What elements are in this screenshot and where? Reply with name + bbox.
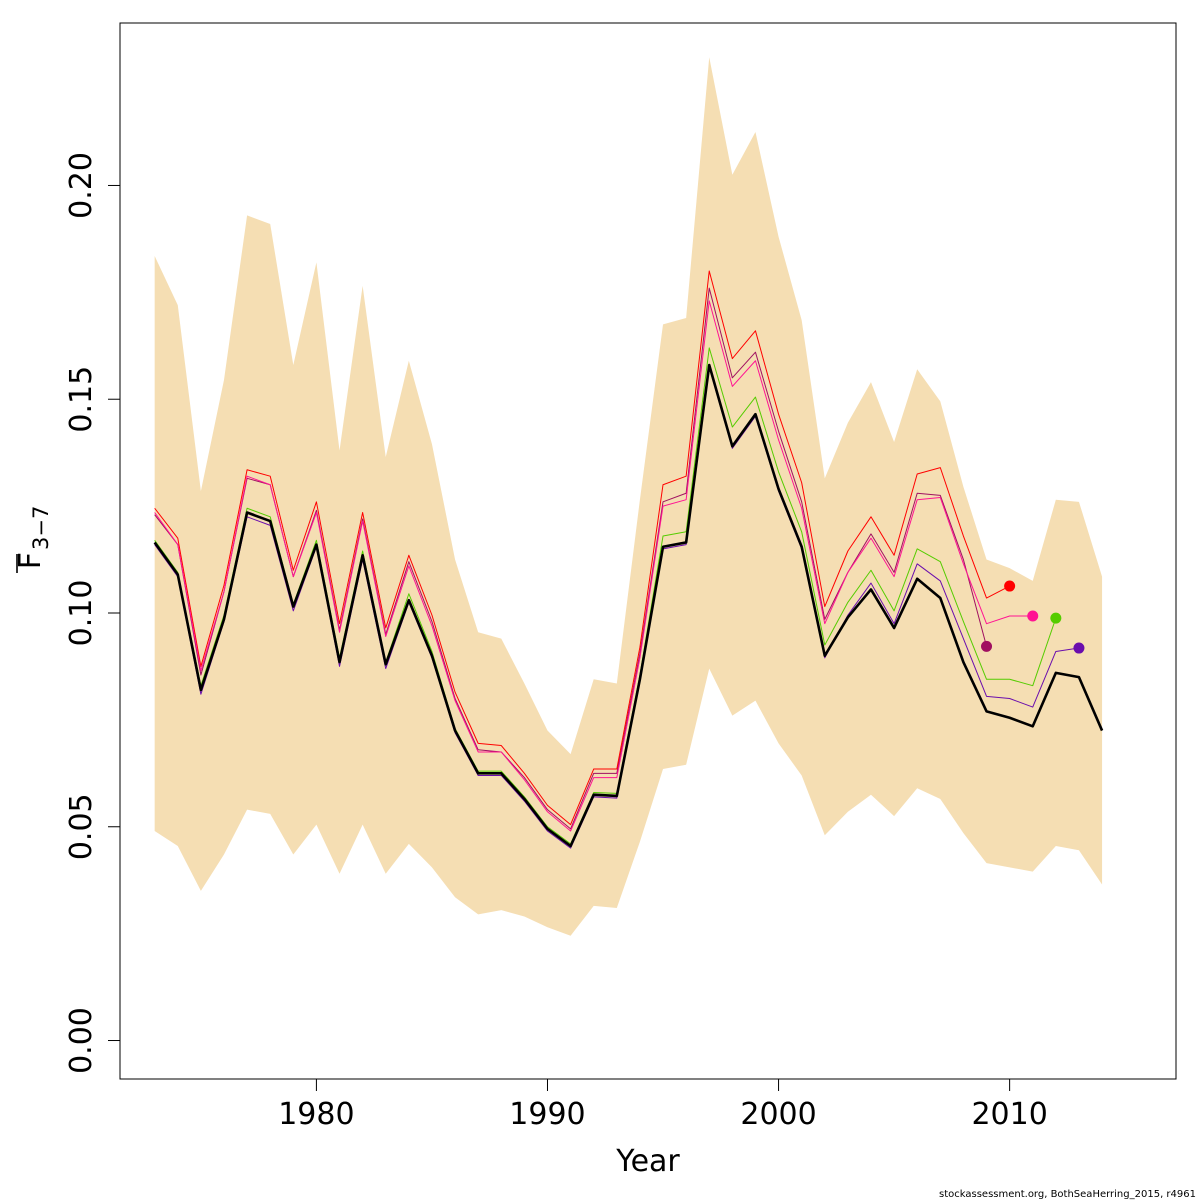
series-endpoint-2009-assessment: [981, 640, 993, 652]
y-tick-label-0.15: 0.15: [64, 366, 99, 433]
x-tick-label-1980: 1980: [278, 1097, 354, 1132]
series-line-2011-assessment: [154, 300, 1033, 832]
y-tick-label-0.05: 0.05: [64, 793, 99, 860]
x-axis-title: Year: [615, 1144, 680, 1179]
y-tick-label-0.10: 0.10: [64, 580, 99, 647]
y-tick-label-0.20: 0.20: [64, 152, 99, 219]
confidence-band: [154, 57, 1103, 936]
y-axis-title-subscript: 3−7: [29, 506, 53, 550]
x-tick-label-2010: 2010: [971, 1097, 1047, 1132]
series-endpoint-2011-assessment: [1027, 610, 1039, 622]
y-tick-label-0.00: 0.00: [64, 1007, 99, 1074]
x-tick-label-1990: 1990: [509, 1097, 585, 1132]
series-line-2010-assessment: [154, 270, 1010, 826]
y-axis-title-main: F: [13, 552, 48, 569]
series-line-2014-assessment: [153, 363, 1104, 848]
series-layer: [153, 270, 1104, 849]
x-tick-label-2000: 2000: [740, 1097, 816, 1132]
axes: 1980 1990 2000 2010 0.00 0.05 0.10 0.15 0.20: [64, 152, 1048, 1132]
confidence-band-area: [154, 57, 1103, 936]
series-endpoint-2012-assessment: [1050, 612, 1062, 624]
y-axis-title: F 3−7: [13, 506, 53, 573]
credit-text: stockassessment.org, BothSeaHerring_2015…: [939, 1189, 1196, 1200]
series-endpoint-2010-assessment: [1004, 580, 1016, 592]
series-endpoint-2013-assessment: [1073, 642, 1085, 654]
